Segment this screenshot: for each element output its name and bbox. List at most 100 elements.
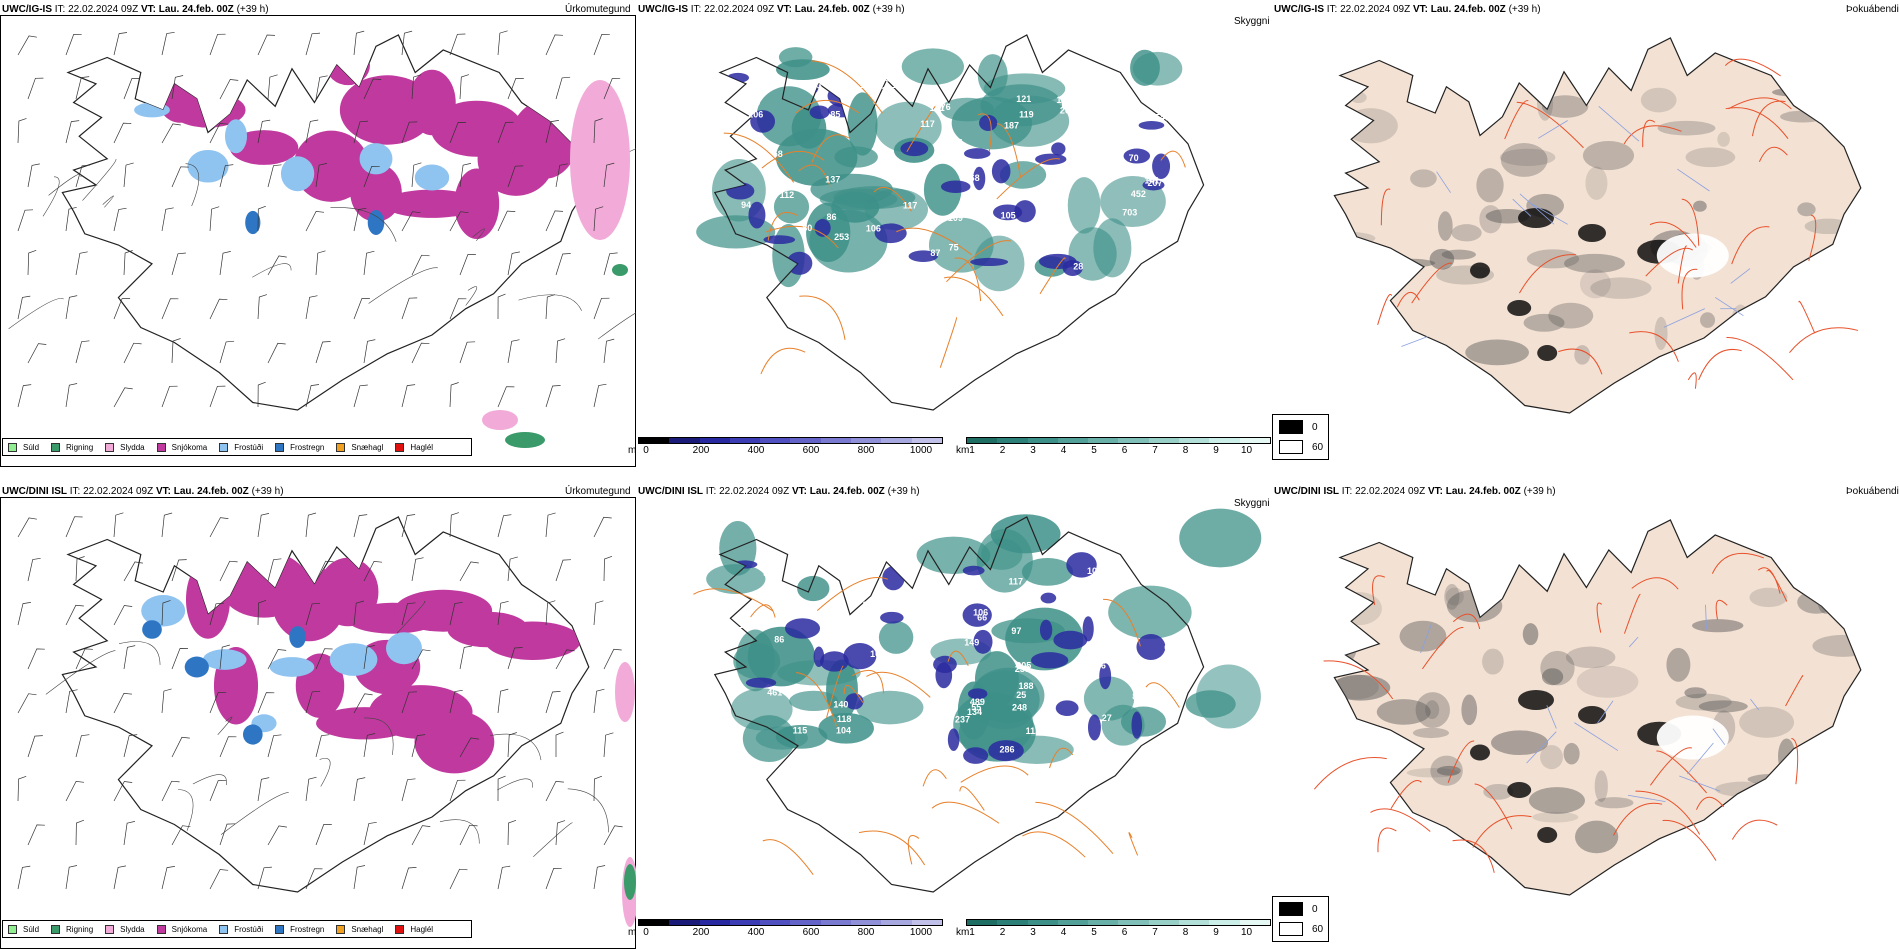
shaded-relief (1640, 87, 1677, 113)
cloud-base-label: 105 (1145, 95, 1160, 105)
rain-area (612, 264, 628, 276)
colorbar-cell (669, 438, 700, 443)
colorbar-tick-label: 6 (1121, 445, 1128, 456)
cloud-base-label: 35 (886, 593, 896, 603)
precip-map[interactable] (0, 0, 636, 470)
colorbar-unit: m (628, 927, 637, 938)
freezing-drizzle-area (280, 156, 315, 192)
colorbar-tick-label: 4 (1060, 927, 1067, 938)
wind-barb (171, 75, 184, 100)
fog-map[interactable] (1272, 482, 1900, 950)
road-line (693, 588, 774, 612)
low-cloud-area (933, 655, 957, 673)
road-line (939, 316, 958, 368)
wind-barb (123, 734, 138, 758)
shaded-relief (1334, 326, 1354, 340)
road-line (1035, 801, 1114, 855)
legend-label: Frostregn (290, 442, 325, 452)
wind-barb (401, 297, 418, 320)
road-line (750, 604, 776, 618)
wind-barb (555, 731, 564, 757)
road-line (1766, 569, 1788, 602)
colorbar-cell (1239, 920, 1270, 925)
road-line (178, 789, 194, 831)
wind-barb (113, 387, 133, 408)
wind-barb (113, 693, 132, 714)
wind-barb (449, 601, 463, 626)
shaded-relief (1476, 168, 1504, 203)
wind-barb (161, 512, 173, 538)
wind-barb (603, 162, 615, 188)
cloud-base-label: 83 (1132, 692, 1142, 702)
init-time-label: IT: (1326, 4, 1338, 15)
road-line (811, 134, 850, 163)
colorbar-tick-label: 8 (1182, 927, 1189, 938)
legend-swatch (8, 442, 17, 452)
legend-item: Haglél (395, 442, 433, 452)
cloud-base-label: 120 (993, 148, 1008, 158)
wind-barb (267, 255, 287, 276)
model-name: UWC/DINI ISL (638, 486, 703, 497)
map-header: UWC/IG-IS IT: 22.02.2024 09Z VT: Lau. 24… (638, 4, 905, 15)
colorbar-cell (1209, 438, 1240, 443)
cloud-base-label: 97 (1011, 626, 1021, 636)
legend-swatch (156, 442, 166, 452)
river-line (1714, 297, 1744, 317)
wind-barb (219, 736, 237, 758)
low-visibility-area (989, 95, 1070, 147)
cloud-base-label: 117 (903, 200, 918, 210)
legend-swatch (275, 442, 285, 452)
legend-label: Haglél (410, 924, 434, 934)
lead-time: (+39 h) (251, 486, 284, 497)
cloud-base-label: 149 (964, 638, 979, 648)
river-line (1705, 604, 1707, 630)
valid-time-label: VT: (155, 486, 171, 497)
shaded-relief (1376, 699, 1431, 725)
road-line (765, 225, 839, 249)
cloud-base-label: 101 (1121, 640, 1136, 650)
cloud-base-label: 205 (1016, 661, 1031, 671)
cloud-base-label: 248 (1012, 702, 1027, 712)
road-line (1808, 214, 1817, 261)
shaded-relief (1563, 742, 1580, 765)
low-cloud-area (993, 204, 1023, 221)
road-line (1789, 327, 1859, 354)
low-cloud-area (750, 110, 776, 133)
wind-barb (75, 76, 90, 100)
wind-barb (545, 210, 564, 232)
wind-barb (209, 692, 227, 714)
road-line (497, 778, 533, 791)
wind-barb (459, 341, 476, 364)
cloud-base-label: 27 (1102, 713, 1112, 723)
cloud-base-label: 210 (1115, 655, 1130, 665)
wind-barb (545, 512, 556, 538)
wind-barb (411, 254, 430, 276)
river-line (1627, 794, 1666, 803)
wind-barb (161, 207, 174, 232)
wind-barb (17, 602, 31, 626)
road-line (42, 176, 60, 217)
road-line (1323, 660, 1394, 700)
shaded-relief (1528, 787, 1585, 814)
low-cloud-area (880, 611, 904, 624)
shaded-relief (1334, 271, 1375, 300)
wind-barb (449, 512, 460, 538)
wind-barb (593, 775, 603, 802)
road-line (1791, 737, 1799, 785)
precip-map[interactable] (0, 482, 636, 950)
shaded-relief (1410, 169, 1437, 188)
colorbar-tick-label: 3 (1030, 927, 1036, 938)
fog-legend-label: 0 (1312, 421, 1318, 433)
init-time: 22.02.2024 09Z (704, 4, 775, 15)
lead-time: (+39 h) (1508, 4, 1541, 15)
shaded-relief (1779, 279, 1832, 301)
fog-map[interactable] (1272, 0, 1900, 470)
wind-barb (603, 648, 622, 670)
sleet-area (482, 410, 518, 430)
lead-time: (+39 h) (236, 4, 269, 15)
river-line (1436, 171, 1451, 193)
low-cloud-area (1131, 711, 1143, 739)
init-time-label: IT: (54, 4, 66, 15)
